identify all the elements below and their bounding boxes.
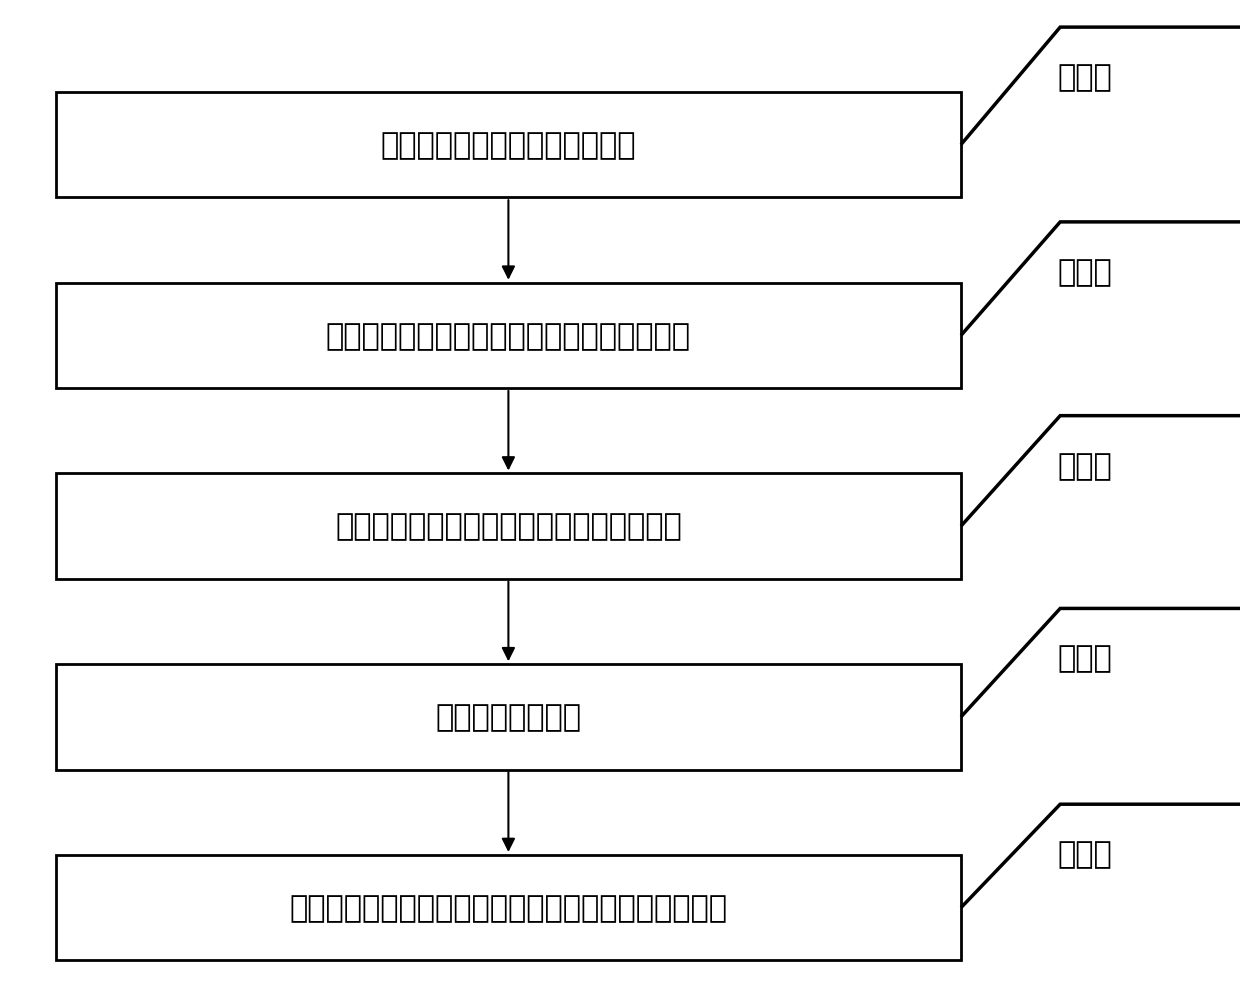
Text: 划分供暖季为供暖初期、供暖中期和供暖末期: 划分供暖季为供暖初期、供暖中期和供暖末期 <box>326 322 691 350</box>
Text: 建立加权线性回归模型，获得热中性温度和热舒适温度: 建立加权线性回归模型，获得热中性温度和热舒适温度 <box>289 894 728 922</box>
Text: 采集供暖季每日的室外空气温度: 采集供暖季每日的室外空气温度 <box>381 131 636 159</box>
Text: 步骤一: 步骤一 <box>1058 63 1112 92</box>
Bar <box>56 855 961 961</box>
Text: 步骤五: 步骤五 <box>1058 840 1112 869</box>
Text: 监测室内空气温湿度、空气流速和黑球温度: 监测室内空气温湿度、空气流速和黑球温度 <box>335 513 682 541</box>
Bar <box>56 474 961 579</box>
Bar <box>56 665 961 770</box>
Text: 步骤四: 步骤四 <box>1058 644 1112 673</box>
Bar <box>56 92 961 198</box>
Text: 步骤二: 步骤二 <box>1058 258 1112 287</box>
Bar <box>56 283 961 388</box>
Text: 步骤三: 步骤三 <box>1058 451 1112 480</box>
Text: 受试者热感觉调查: 受试者热感觉调查 <box>435 703 582 731</box>
